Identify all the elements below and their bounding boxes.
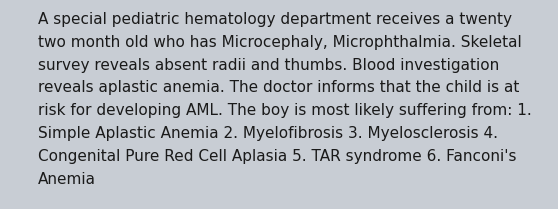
Text: reveals aplastic anemia. The doctor informs that the child is at: reveals aplastic anemia. The doctor info… bbox=[38, 80, 519, 95]
Text: Congenital Pure Red Cell Aplasia 5. TAR syndrome 6. Fanconi's: Congenital Pure Red Cell Aplasia 5. TAR … bbox=[38, 149, 517, 164]
Text: A special pediatric hematology department receives a twenty: A special pediatric hematology departmen… bbox=[38, 12, 512, 27]
Text: risk for developing AML. The boy is most likely suffering from: 1.: risk for developing AML. The boy is most… bbox=[38, 103, 532, 118]
Text: survey reveals absent radii and thumbs. Blood investigation: survey reveals absent radii and thumbs. … bbox=[38, 58, 499, 73]
Text: Simple Aplastic Anemia 2. Myelofibrosis 3. Myelosclerosis 4.: Simple Aplastic Anemia 2. Myelofibrosis … bbox=[38, 126, 498, 141]
Text: Anemia: Anemia bbox=[38, 172, 96, 187]
Text: two month old who has Microcephaly, Microphthalmia. Skeletal: two month old who has Microcephaly, Micr… bbox=[38, 35, 522, 50]
